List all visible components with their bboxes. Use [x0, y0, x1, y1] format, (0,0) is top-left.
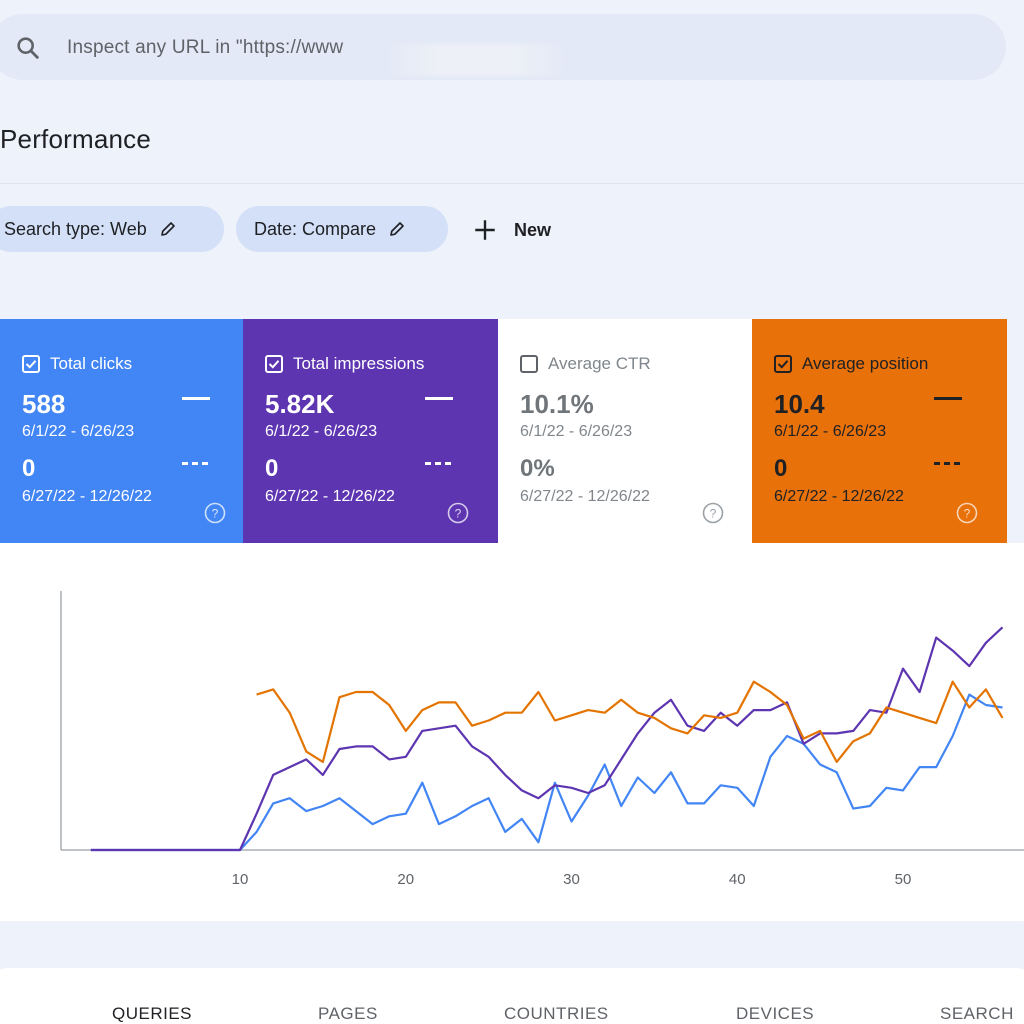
metric-range-previous: 6/27/22 - 12/26/22	[22, 488, 152, 505]
metric-value-previous: 0	[265, 455, 279, 482]
url-inspection-bar[interactable]: Inspect any URL in "https://www	[0, 14, 1006, 80]
tab-queries[interactable]: QUERIES	[112, 1004, 193, 1023]
metric-value-current: 5.82K	[265, 389, 335, 419]
checkbox-checked-icon[interactable]	[774, 355, 792, 373]
metric-card-average-position[interactable]: Average position 10.4 6/1/22 - 6/26/23 0…	[752, 319, 1007, 543]
metric-value-current: 588	[22, 389, 66, 419]
metric-value-previous: 0%	[520, 455, 555, 482]
metric-value-previous: 0	[774, 455, 788, 482]
x-tick-label: 30	[563, 871, 580, 888]
page-title: Performance	[0, 124, 152, 154]
help-icon[interactable]: ?	[447, 502, 469, 524]
series-line-1	[90, 626, 1004, 852]
help-icon[interactable]: ?	[956, 502, 978, 524]
solid-line-legend-icon	[182, 397, 210, 400]
tab-search-appearance[interactable]: SEARCH A	[940, 1004, 1014, 1023]
search-type-label: Search type: Web	[4, 218, 147, 239]
checkbox-checked-icon[interactable]	[22, 355, 40, 373]
metric-value-current: 10.4	[774, 389, 825, 419]
performance-line-chart: 10 20 30 40 50	[60, 591, 1024, 888]
metric-range-previous: 6/27/22 - 12/26/22	[520, 488, 650, 505]
metric-range-previous: 6/27/22 - 12/26/22	[265, 488, 395, 505]
x-tick-label: 50	[895, 871, 912, 888]
metric-range-current: 6/1/22 - 6/26/23	[520, 423, 633, 440]
dashed-line-legend-icon	[425, 462, 453, 465]
new-filter-button[interactable]: New	[472, 210, 551, 250]
search-icon	[17, 37, 39, 59]
metric-label: Average position	[802, 354, 929, 373]
metric-range-current: 6/1/22 - 6/26/23	[774, 423, 887, 440]
metric-card-total-impressions[interactable]: Total impressions 5.82K 6/1/22 - 6/26/23…	[243, 319, 498, 543]
edit-pencil-icon	[390, 222, 404, 236]
metric-value-current: 10.1%	[520, 389, 594, 419]
metric-range-current: 6/1/22 - 6/26/23	[265, 423, 378, 440]
dashed-line-legend-icon	[934, 462, 962, 465]
x-tick-label: 20	[397, 871, 414, 888]
svg-text:?: ?	[212, 507, 219, 521]
new-filter-label: New	[514, 219, 552, 240]
svg-text:?: ?	[964, 507, 971, 521]
metric-cards: Total clicks 588 6/1/22 - 6/26/23 0 6/27…	[0, 319, 1024, 543]
help-icon[interactable]: ?	[702, 502, 724, 524]
header-divider	[0, 183, 1024, 184]
metric-card-average-ctr[interactable]: Average CTR 10.1% 6/1/22 - 6/26/23 0% 6/…	[498, 319, 753, 543]
tab-devices[interactable]: DEVICES	[736, 1004, 815, 1023]
search-input[interactable]: Inspect any URL in "https://www	[67, 37, 344, 58]
series-line-0	[90, 693, 1003, 852]
search-type-filter-chip[interactable]: Search type: Web	[0, 206, 224, 252]
redacted-url	[386, 44, 566, 76]
metric-label: Average CTR	[548, 354, 651, 373]
x-tick-layer: 10 20 30 40 50	[232, 871, 912, 888]
tab-countries[interactable]: COUNTRIES	[504, 1004, 609, 1023]
tab-pages[interactable]: PAGES	[318, 1004, 378, 1023]
x-tick-label: 10	[232, 871, 249, 888]
solid-line-legend-icon	[425, 397, 453, 400]
x-tick-label: 40	[729, 871, 746, 888]
series-layer	[90, 626, 1004, 852]
metric-label: Total clicks	[50, 354, 133, 373]
metric-range-current: 6/1/22 - 6/26/23	[22, 423, 135, 440]
metric-value-previous: 0	[22, 455, 36, 482]
metric-card-total-clicks[interactable]: Total clicks 588 6/1/22 - 6/26/23 0 6/27…	[0, 319, 243, 543]
checkbox-unchecked-icon[interactable]	[520, 355, 538, 373]
metric-range-previous: 6/27/22 - 12/26/22	[774, 488, 904, 505]
metric-label: Total impressions	[293, 354, 425, 373]
date-filter-label: Date: Compare	[254, 218, 377, 239]
date-filter-chip[interactable]: Date: Compare	[236, 206, 448, 252]
edit-pencil-icon	[160, 222, 175, 236]
dashed-line-legend-icon	[182, 462, 210, 465]
help-icon[interactable]: ?	[204, 502, 226, 524]
plus-icon	[475, 220, 495, 240]
dimension-tabs-card	[0, 968, 1024, 1024]
series-line-2	[256, 680, 1004, 763]
checkbox-checked-icon[interactable]	[265, 355, 283, 373]
svg-text:?: ?	[455, 507, 462, 521]
svg-text:?: ?	[710, 507, 717, 521]
solid-line-legend-icon	[934, 397, 962, 400]
